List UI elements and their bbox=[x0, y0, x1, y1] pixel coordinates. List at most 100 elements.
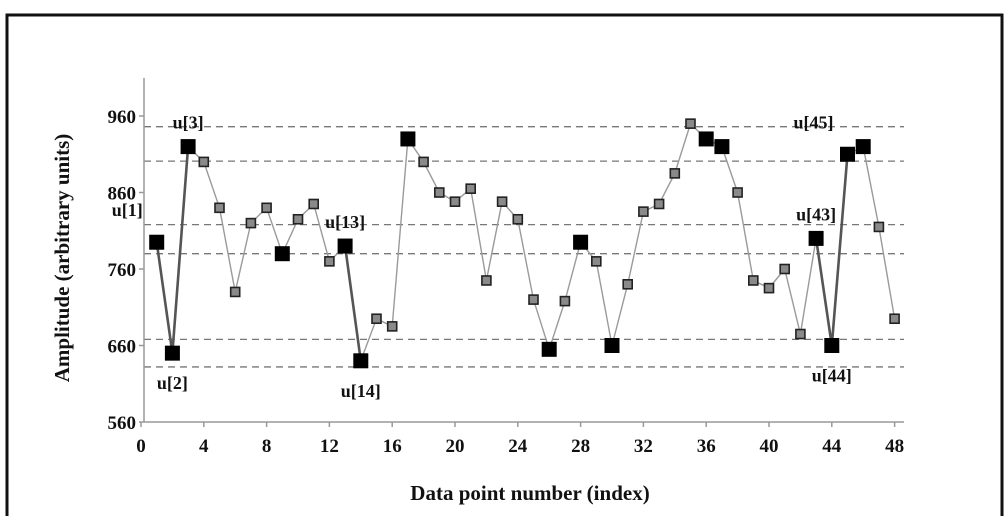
data-point bbox=[685, 118, 696, 129]
series-segment bbox=[862, 146, 880, 228]
x-tick-label: 12 bbox=[320, 436, 339, 457]
data-point bbox=[229, 286, 241, 298]
data-point-highlighted bbox=[604, 338, 620, 353]
data-point bbox=[528, 294, 539, 305]
data-point bbox=[873, 221, 885, 233]
point-annotation: u[3] bbox=[173, 113, 204, 133]
data-point bbox=[371, 313, 382, 325]
series-segment bbox=[799, 238, 817, 335]
data-point bbox=[418, 156, 429, 168]
series-segment bbox=[155, 242, 174, 354]
axes bbox=[143, 78, 904, 423]
x-tick-label: 4 bbox=[199, 436, 209, 457]
reference-lines bbox=[144, 126, 904, 368]
annotations: u[1] u[2] u[3] u[13] u[14] u[43] u[44] u[45] bbox=[112, 112, 852, 401]
data-point bbox=[559, 295, 571, 307]
series-segment bbox=[721, 146, 739, 193]
data-point-highlighted bbox=[840, 146, 855, 162]
data-point bbox=[590, 256, 602, 267]
data-point-highlighted bbox=[855, 139, 871, 155]
point-annotation: u[44] bbox=[812, 366, 852, 386]
data-point bbox=[638, 206, 649, 217]
x-tick-label: 48 bbox=[885, 436, 904, 457]
x-tick-label: 36 bbox=[697, 436, 716, 457]
data-point-highlighted bbox=[808, 230, 824, 246]
data-point bbox=[747, 275, 759, 286]
data-point-highlighted bbox=[164, 345, 180, 361]
point-annotation: u[45] bbox=[794, 112, 834, 132]
x-tick-label: 32 bbox=[634, 436, 653, 457]
point-annotation: u[13] bbox=[325, 212, 365, 232]
data-point bbox=[465, 183, 477, 194]
x-tick-label: 20 bbox=[446, 436, 465, 457]
data-point bbox=[622, 278, 634, 290]
data-point bbox=[496, 196, 508, 207]
x-tick-label: 40 bbox=[760, 436, 779, 457]
data-point-highlighted bbox=[824, 338, 840, 353]
series-segment bbox=[517, 219, 535, 300]
data-point bbox=[261, 202, 272, 214]
series-segment bbox=[674, 123, 692, 174]
series-segment bbox=[814, 238, 834, 346]
series-segment bbox=[203, 161, 221, 209]
series-segment bbox=[595, 261, 613, 346]
data-point bbox=[198, 156, 210, 168]
y-tick-label: 660 bbox=[108, 337, 137, 358]
data-point-highlighted bbox=[149, 234, 165, 250]
series-segment bbox=[736, 192, 754, 281]
series-segment bbox=[532, 299, 550, 350]
series-segment bbox=[313, 203, 331, 262]
data-point bbox=[433, 187, 445, 198]
y-tick-label: 860 bbox=[108, 184, 137, 205]
data-point-highlighted bbox=[714, 139, 730, 155]
y-tick-label: 760 bbox=[108, 260, 137, 281]
x-tick-label: 16 bbox=[383, 436, 402, 457]
x-tick-label: 8 bbox=[262, 436, 272, 457]
data-point bbox=[763, 282, 775, 294]
series-segment bbox=[391, 138, 409, 327]
data-point bbox=[449, 196, 461, 207]
x-tick-label: 0 bbox=[136, 436, 146, 457]
series-segment bbox=[343, 245, 363, 361]
series-segment bbox=[234, 222, 252, 293]
y-tick-label: 960 bbox=[108, 107, 137, 128]
data-point bbox=[889, 313, 900, 325]
series-segment bbox=[564, 242, 582, 302]
data-point-highlighted bbox=[337, 238, 353, 254]
data-point bbox=[779, 263, 791, 275]
series-segment bbox=[548, 300, 566, 350]
data-point bbox=[795, 328, 806, 340]
data-point bbox=[732, 187, 743, 198]
x-tick-label: 44 bbox=[822, 436, 842, 457]
series-segment bbox=[784, 268, 802, 335]
data-point-highlighted bbox=[573, 234, 589, 250]
data-point-highlighted bbox=[353, 353, 369, 369]
point-annotation: u[43] bbox=[796, 204, 836, 224]
x-tick-label: 28 bbox=[571, 436, 590, 457]
data-point bbox=[214, 202, 225, 214]
data-markers bbox=[149, 118, 900, 369]
series-segment bbox=[627, 211, 645, 285]
x-axis-title: Data point number (index) bbox=[410, 481, 649, 505]
x-tick-label: 24 bbox=[508, 436, 528, 457]
data-point bbox=[324, 256, 335, 267]
outer-border bbox=[5, 13, 1004, 516]
data-point-highlighted bbox=[541, 341, 557, 357]
data-point-highlighted bbox=[274, 246, 290, 262]
y-axis-title: Amplitude (arbitrary units) bbox=[50, 134, 74, 383]
y-ticks: 560 660 760 860 960 bbox=[108, 107, 144, 434]
series-segment bbox=[218, 207, 236, 293]
series-segment bbox=[611, 284, 629, 346]
data-point bbox=[481, 275, 492, 286]
data-point-highlighted bbox=[180, 139, 196, 155]
data-point bbox=[669, 168, 681, 179]
x-ticks: 0 4 8 12 16 20 24 28 32 36 40 44 48 bbox=[136, 422, 904, 457]
point-annotation: u[2] bbox=[157, 373, 188, 393]
data-point-highlighted bbox=[698, 131, 714, 147]
series-segment bbox=[171, 146, 190, 354]
data-point bbox=[653, 198, 665, 210]
data-point bbox=[512, 213, 524, 225]
series-segment bbox=[265, 207, 283, 254]
